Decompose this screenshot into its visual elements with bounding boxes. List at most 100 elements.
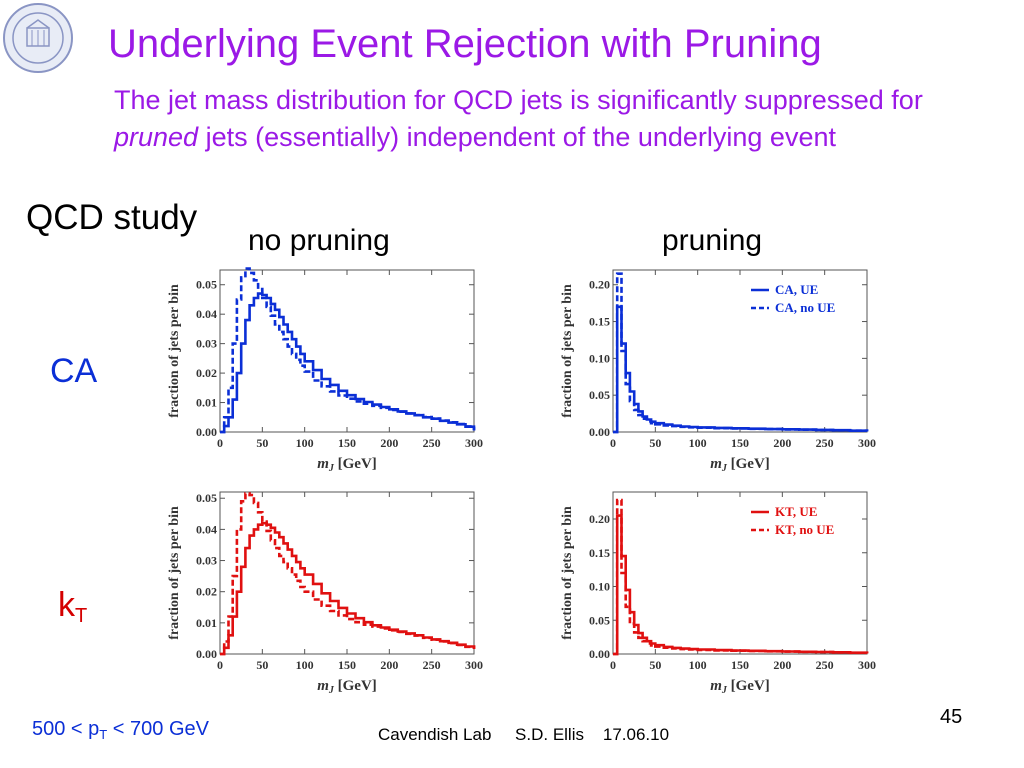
y-tick-label: 0.20 — [589, 278, 610, 292]
x-tick-label: 200 — [773, 658, 791, 672]
chart-ca-no-pruning: 0 50 100 150 200 250 300 0.00 0.01 0.02 0.03 0.04 0.… — [167, 267, 483, 474]
y-tick-label: 0.05 — [196, 278, 217, 292]
y-tick-label: 0.05 — [589, 613, 610, 627]
x-axis-label-symbol: m — [710, 456, 722, 472]
y-tick-label: 0.05 — [196, 491, 217, 505]
y-tick-label: 0.04 — [196, 307, 217, 321]
x-tick-label: 300 — [465, 436, 483, 450]
x-tick-label: 150 — [731, 658, 749, 672]
y-tick-label: 0.20 — [589, 512, 610, 526]
x-tick-label: 150 — [338, 658, 356, 672]
y-tick-label: 0.03 — [196, 337, 217, 351]
legend-label: KT, no UE — [775, 522, 834, 537]
x-tick-label: 250 — [423, 658, 441, 672]
y-tick-label: 0.01 — [196, 616, 217, 630]
footer-credit: Cavendish Lab S.D. Ellis 17.06.10 — [378, 725, 670, 744]
x-axis-label-subscript: J — [328, 685, 335, 696]
y-tick-label: 0.05 — [589, 388, 610, 402]
slide-subtitle: The jet mass distribution for QCD jets i… — [114, 82, 934, 156]
x-tick-label: 300 — [858, 658, 876, 672]
y-tick-label: 0.15 — [589, 315, 610, 329]
row-label-ca: CA — [50, 352, 98, 390]
y-tick-label: 0.00 — [589, 647, 610, 661]
x-axis-label-subscript: J — [721, 685, 728, 696]
series-line — [220, 292, 476, 434]
y-tick-label: 0.00 — [196, 647, 217, 661]
y-tick-label: 0.04 — [196, 522, 217, 536]
x-tick-label: 100 — [689, 658, 707, 672]
plot-frame — [612, 269, 868, 433]
x-axis-label-subscript: J — [721, 463, 728, 474]
x-axis-label-unit: [GeV] — [727, 678, 770, 694]
x-tick-label: 100 — [689, 436, 707, 450]
y-tick-label: 0.01 — [196, 396, 217, 410]
x-axis-label-unit: [GeV] — [334, 456, 377, 472]
y-tick-label: 0.00 — [196, 425, 217, 439]
plot-frame — [219, 491, 475, 655]
x-tick-label: 300 — [858, 436, 876, 450]
y-tick-label: 0.02 — [196, 585, 217, 599]
y-tick-label: 0.02 — [196, 366, 217, 380]
row-label-kt-sub: T — [75, 605, 88, 627]
series-line — [613, 305, 869, 434]
university-seal-icon — [3, 3, 73, 73]
y-tick-label: 0.10 — [589, 580, 610, 594]
legend-label: CA, no UE — [775, 300, 835, 315]
pt-range-post: < 700 GeV — [107, 718, 209, 740]
x-tick-label: 150 — [731, 436, 749, 450]
x-tick-label: 200 — [773, 436, 791, 450]
pt-range-sub: T — [99, 727, 108, 742]
x-tick-label: 300 — [465, 658, 483, 672]
x-tick-label: 100 — [296, 436, 314, 450]
x-tick-label: 50 — [256, 658, 268, 672]
series-line — [220, 267, 476, 434]
x-tick-label: 200 — [380, 658, 398, 672]
y-axis-label: fraction of jets per bin — [167, 284, 182, 418]
study-label: QCD study — [26, 198, 198, 237]
subtitle-text-1: The jet mass distribution for QCD jets i… — [114, 85, 923, 115]
subtitle-text-2: jets (essentially) independent of the un… — [198, 122, 836, 152]
chart-kt-pruning: 0 50 100 150 200 250 300 0.00 0.05 0.10 0.15 0.20 mJ… — [560, 491, 876, 696]
x-axis-label-symbol: m — [317, 456, 329, 472]
x-axis-label: mJ [GeV] — [317, 456, 377, 474]
y-axis-label: fraction of jets per bin — [560, 506, 575, 640]
x-tick-label: 250 — [816, 658, 834, 672]
legend-label: CA, UE — [775, 282, 818, 297]
row-label-kt-main: k — [58, 586, 75, 624]
x-axis-label-subscript: J — [328, 463, 335, 474]
plot-frame — [612, 491, 868, 655]
chart-ca-pruning: 0 50 100 150 200 250 300 0.00 0.05 0.10 0.15 0.20 mJ… — [560, 269, 876, 474]
page-number: 45 — [940, 706, 963, 728]
x-axis-label: mJ [GeV] — [317, 678, 377, 696]
pt-range-label: 500 < pT < 700 GeV — [32, 718, 209, 742]
pt-range-pre: 500 < p — [32, 718, 100, 740]
x-axis-label-symbol: m — [317, 678, 329, 694]
column-heading-pruning: pruning — [662, 224, 763, 257]
x-axis-label-unit: [GeV] — [334, 678, 377, 694]
slide-title: Underlying Event Rejection with Pruning — [108, 22, 822, 66]
y-axis-label: fraction of jets per bin — [167, 506, 182, 640]
y-tick-label: 0.10 — [589, 351, 610, 365]
x-axis-label: mJ [GeV] — [710, 678, 770, 696]
y-tick-label: 0.03 — [196, 554, 217, 568]
x-tick-label: 100 — [296, 658, 314, 672]
series-line — [220, 492, 476, 656]
series-line — [613, 498, 869, 656]
chart-kt-no-pruning: 0 50 100 150 200 250 300 0.00 0.01 0.02 0.03 0.04 0.… — [167, 491, 483, 696]
x-tick-label: 200 — [380, 436, 398, 450]
x-tick-label: 150 — [338, 436, 356, 450]
y-tick-label: 0.00 — [589, 425, 610, 439]
x-tick-label: 50 — [649, 436, 661, 450]
column-heading-no-pruning: no pruning — [248, 224, 390, 257]
x-tick-label: 250 — [816, 436, 834, 450]
x-axis-label: mJ [GeV] — [710, 456, 770, 474]
x-tick-label: 50 — [256, 436, 268, 450]
row-label-kt: kT — [58, 586, 87, 628]
x-axis-label-symbol: m — [710, 678, 722, 694]
x-axis-label-unit: [GeV] — [727, 456, 770, 472]
x-tick-label: 50 — [649, 658, 661, 672]
subtitle-emphasis: pruned — [114, 122, 199, 152]
x-tick-label: 0 — [217, 436, 223, 450]
series-line — [613, 272, 869, 434]
x-tick-label: 0 — [217, 658, 223, 672]
